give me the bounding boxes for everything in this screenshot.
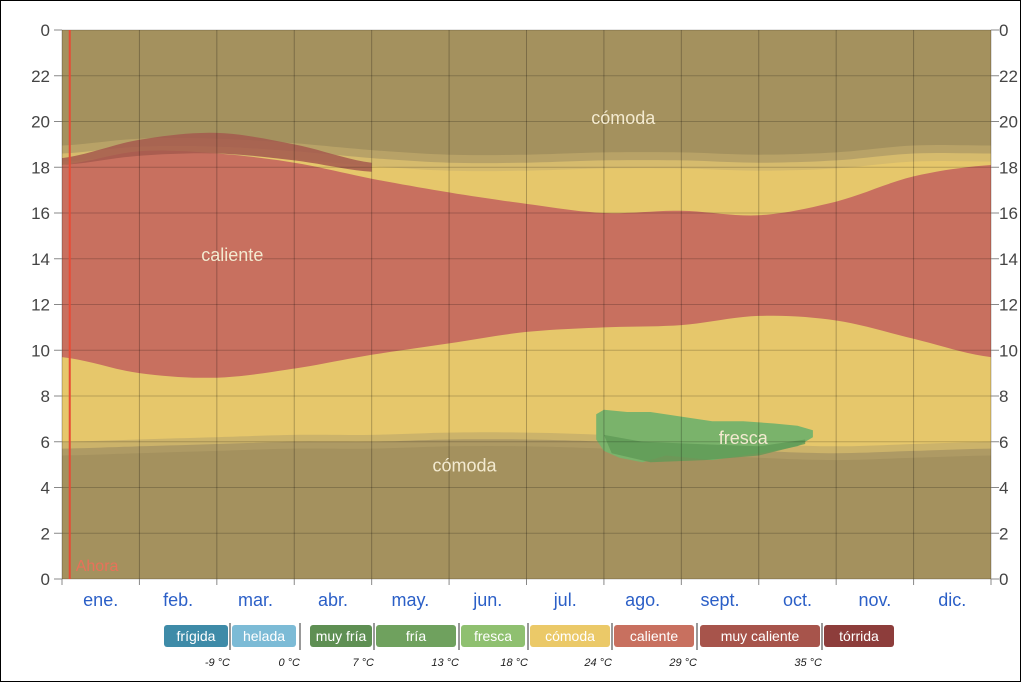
month-label: mar. (238, 590, 273, 610)
month-label: nov. (859, 590, 892, 610)
month-label: ago. (625, 590, 660, 610)
month-label: oct. (783, 590, 812, 610)
y-tick-label-right: 10 (999, 341, 1018, 360)
legend-threshold: 0 °C (278, 657, 300, 669)
legend-swatch (824, 625, 894, 647)
month-label: jun. (472, 590, 502, 610)
legend-swatch (530, 625, 610, 647)
y-tick-label-left: 0 (41, 570, 50, 589)
y-tick-label-left: 0 (41, 21, 50, 40)
legend-swatch (376, 625, 456, 647)
region-labels: cómoda caliente cómoda fresca (201, 108, 768, 476)
y-tick-label-left: 10 (31, 341, 50, 360)
y-axis-right: 0 2 4 6 8 10 12 14 16 18 20 22 0 (991, 21, 1018, 589)
region-label: fresca (719, 428, 769, 448)
month-label: jul. (553, 590, 577, 610)
legend-swatch (461, 625, 525, 647)
y-tick-label-left: 6 (41, 433, 50, 452)
legend-threshold: 7 °C (352, 657, 374, 669)
legend-label: muy caliente (721, 628, 800, 644)
month-label: dic. (938, 590, 966, 610)
now-label: Ahora (76, 558, 119, 575)
legend-label: frígida (177, 628, 216, 644)
legend-swatch (310, 625, 372, 647)
region-label: caliente (201, 245, 263, 265)
legend-threshold: 35 °C (794, 657, 822, 669)
region-label: cómoda (433, 455, 498, 475)
legend-threshold: 18 °C (500, 657, 528, 669)
legend-threshold: 13 °C (431, 657, 459, 669)
legend-threshold: -9 °C (205, 657, 230, 669)
legend-label: cómoda (545, 628, 595, 644)
region-label: cómoda (591, 108, 656, 128)
y-tick-label-right: 0 (999, 570, 1008, 589)
y-tick-label-right: 2 (999, 524, 1008, 543)
legend: frígida helada muy fría fría fresca cómoda cal… (164, 623, 894, 669)
y-tick-label-right: 8 (999, 387, 1008, 406)
legend-threshold: 24 °C (583, 657, 612, 669)
legend-label: fresca (474, 628, 512, 644)
legend-swatch (614, 625, 694, 647)
y-tick-label-left: 14 (31, 250, 50, 269)
y-tick-label-right: 12 (999, 296, 1018, 315)
month-label: ene. (83, 590, 118, 610)
y-tick-label-left: 16 (31, 204, 50, 223)
legend-label: caliente (630, 628, 678, 644)
plot-area (62, 30, 991, 579)
y-tick-label-left: 4 (41, 479, 50, 498)
legend-label: tórrida (839, 628, 879, 644)
legend-swatch (700, 625, 820, 647)
month-label: may. (392, 590, 430, 610)
y-tick-label-left: 12 (31, 296, 50, 315)
legend-label: helada (243, 628, 285, 644)
caliente-band (62, 150, 991, 378)
month-label: abr. (318, 590, 348, 610)
legend-threshold: 29 °C (668, 657, 697, 669)
y-tick-label-right: 0 (999, 21, 1008, 40)
y-tick-label-left: 18 (31, 158, 50, 177)
y-axis-left: 0 2 4 6 8 10 12 14 16 18 20 22 0 (31, 21, 62, 589)
y-tick-label-right: 14 (999, 250, 1018, 269)
legend-label: fría (406, 628, 426, 644)
y-tick-label-left: 22 (31, 67, 50, 86)
y-tick-label-right: 22 (999, 67, 1018, 86)
x-axis: ene. feb. mar. abr. may. jun. jul. ago. sept. oct… (61, 579, 992, 610)
y-tick-label-right: 20 (999, 113, 1018, 132)
month-label: sept. (701, 590, 740, 610)
y-tick-label-right: 16 (999, 204, 1018, 223)
legend-label: muy fría (316, 628, 367, 644)
y-tick-label-left: 2 (41, 524, 50, 543)
y-tick-label-left: 8 (41, 387, 50, 406)
y-tick-label-right: 6 (999, 433, 1008, 452)
legend-swatch (232, 625, 296, 647)
legend-swatch (164, 625, 228, 647)
muy-caliente-band (62, 132, 372, 172)
month-label: feb. (163, 590, 193, 610)
y-tick-label-right: 18 (999, 158, 1018, 177)
fria-band (603, 434, 806, 463)
y-tick-label-left: 20 (31, 113, 50, 132)
y-tick-label-right: 4 (999, 479, 1008, 498)
